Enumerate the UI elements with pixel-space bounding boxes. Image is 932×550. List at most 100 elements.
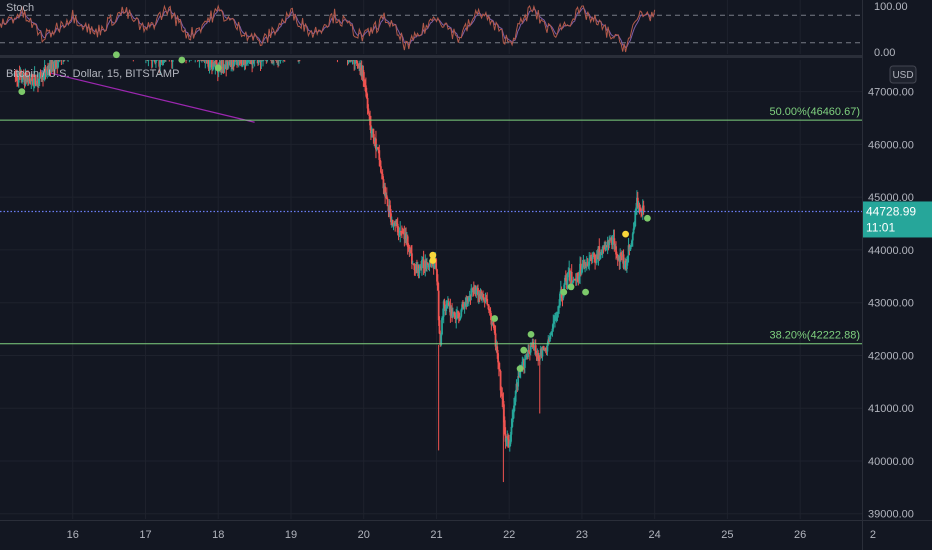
candle-body xyxy=(602,246,605,248)
candle-body xyxy=(413,264,416,271)
candle-body xyxy=(482,295,484,298)
candle-body xyxy=(615,254,618,256)
candle-body xyxy=(457,311,460,318)
candle-body xyxy=(204,60,207,62)
candle-body xyxy=(546,344,549,352)
candle-body xyxy=(555,316,558,318)
candle-body xyxy=(410,249,412,254)
time-tick-label: 24 xyxy=(649,529,661,541)
candle-body xyxy=(401,231,404,234)
candle-body xyxy=(155,60,157,63)
candle-body xyxy=(31,74,34,81)
candle-body xyxy=(492,324,495,329)
candle-body xyxy=(487,305,490,311)
candle-body xyxy=(53,60,56,70)
candle-body xyxy=(351,60,354,61)
candle-body xyxy=(577,280,580,282)
time-axis-labels: 16 17 18 19 20 21 22 23 24 25 26 2 xyxy=(67,529,876,541)
candle-body xyxy=(447,302,450,306)
signal-dot xyxy=(491,315,499,322)
candle-body xyxy=(550,331,553,335)
stoch-tick-label: 100.00 xyxy=(874,1,908,13)
candle-body xyxy=(364,81,366,86)
candle-body xyxy=(497,353,499,363)
signal-dot xyxy=(429,251,437,259)
candle-body xyxy=(472,288,474,291)
candle-body xyxy=(436,281,439,291)
candle-body xyxy=(380,172,383,174)
candle-body xyxy=(244,60,247,65)
candle-body xyxy=(501,393,504,400)
stoch-pane[interactable]: Stoch xyxy=(0,0,862,54)
candle-body xyxy=(58,60,61,62)
candle-body xyxy=(615,246,617,255)
candle-body xyxy=(528,350,530,353)
candle-body xyxy=(453,312,456,316)
candle-body xyxy=(463,302,466,309)
candle-body xyxy=(636,197,639,207)
price-scale[interactable] xyxy=(862,0,932,550)
candle-body xyxy=(583,260,586,268)
candle-body xyxy=(489,310,492,316)
candle-body xyxy=(538,359,540,361)
candle-body xyxy=(510,426,513,435)
candle-body xyxy=(542,347,545,349)
candle-body xyxy=(513,401,516,406)
candle-body xyxy=(518,370,521,378)
candle-body xyxy=(44,67,47,73)
trendline[interactable] xyxy=(39,69,255,123)
candle-body xyxy=(552,323,555,329)
candle-body xyxy=(369,115,371,126)
candle-body xyxy=(567,272,570,274)
candle-body xyxy=(613,238,616,250)
candle-body xyxy=(171,60,174,62)
candle-body xyxy=(356,63,359,65)
candle-body xyxy=(159,60,162,67)
candle-body xyxy=(226,62,228,70)
candle-body xyxy=(564,277,567,281)
candle-body xyxy=(253,60,256,61)
candle-body xyxy=(594,257,597,262)
candle-body xyxy=(490,315,493,325)
candle-body xyxy=(588,258,591,266)
price-tick-label: 47000.00 xyxy=(868,87,914,99)
candle-body xyxy=(631,240,633,245)
candle-body xyxy=(257,60,260,63)
pane-separator[interactable] xyxy=(0,55,932,58)
candle-body xyxy=(355,60,358,64)
candle-body xyxy=(586,263,589,267)
last-price-tag: 44728.99 11:01 xyxy=(863,201,932,238)
candle-body xyxy=(572,280,575,283)
candle-body xyxy=(620,253,622,256)
price-pane[interactable]: 50.00%(46460.67) 38.20%(42222.88) Bitcoi… xyxy=(0,51,862,519)
candle-body xyxy=(623,264,626,268)
candle-body xyxy=(237,60,239,62)
currency-badge[interactable] xyxy=(889,65,917,84)
trendline-segment[interactable] xyxy=(39,69,255,123)
candle-body xyxy=(428,263,431,268)
candle-body xyxy=(454,315,457,319)
candle-body xyxy=(595,254,598,263)
candle-body xyxy=(381,173,384,180)
candle-body xyxy=(508,439,510,447)
candle-body xyxy=(456,311,458,319)
candle-body xyxy=(488,310,491,312)
candle-body xyxy=(57,60,59,68)
candle-body xyxy=(632,228,635,234)
price-tick-label: 40000.00 xyxy=(868,456,914,468)
candle-body xyxy=(487,304,489,306)
candle-body xyxy=(475,289,478,295)
candle-body xyxy=(496,346,499,354)
candle-body xyxy=(437,290,440,321)
candle-body xyxy=(477,287,479,296)
candle-body xyxy=(440,334,443,345)
time-axis[interactable] xyxy=(0,520,862,550)
candle-body xyxy=(600,253,603,255)
candle-body xyxy=(163,60,166,61)
candle-body xyxy=(484,297,487,302)
candle-body xyxy=(626,255,629,262)
candle-body xyxy=(234,60,237,62)
